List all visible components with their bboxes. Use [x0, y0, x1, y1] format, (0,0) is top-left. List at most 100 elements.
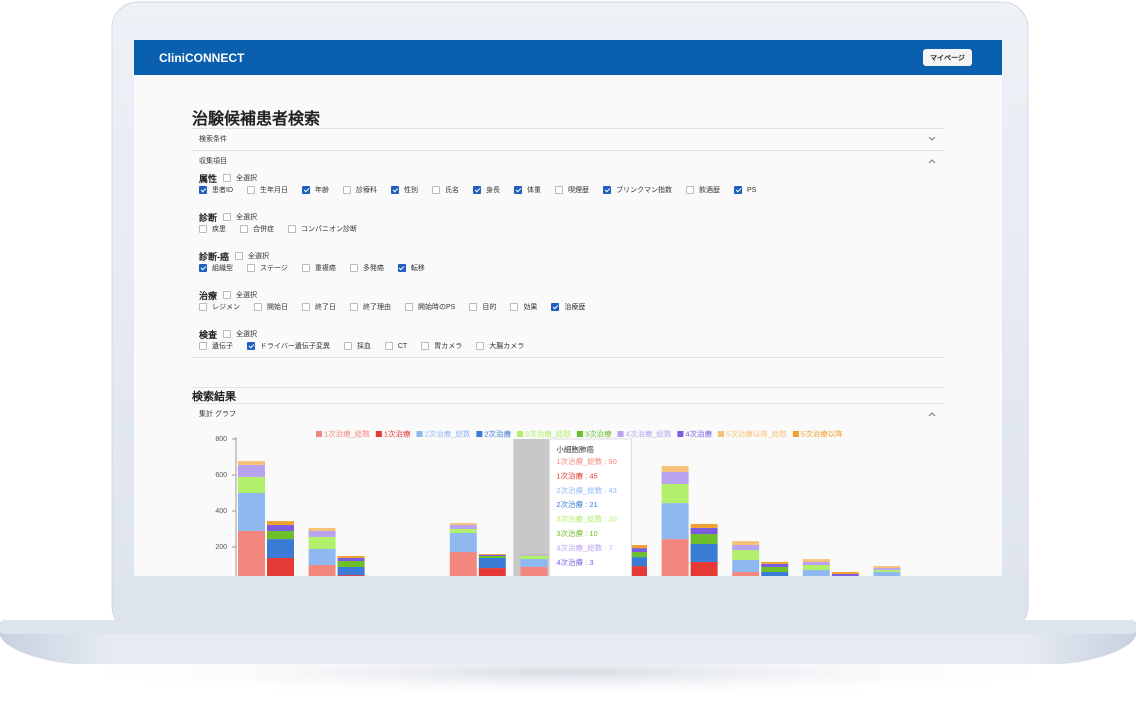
checkbox-label: 年齢 — [315, 187, 329, 194]
bar-segment — [661, 539, 689, 576]
bar-segment — [478, 557, 506, 569]
checkbox — [514, 186, 522, 194]
checkbox-item[interactable]: 生年月日 — [247, 185, 288, 195]
group-heading: 検査 — [199, 329, 218, 340]
checkbox-item[interactable]: 疾患 — [199, 224, 226, 234]
checkbox-item[interactable]: 多発癌 — [349, 263, 384, 273]
section-title: 収集項目 — [199, 158, 227, 165]
checkbox-label: 効果 — [523, 304, 538, 311]
checkbox-item[interactable]: 身長 — [473, 185, 500, 195]
checkbox-item[interactable]: 飲酒歴 — [686, 185, 720, 195]
checkbox-item[interactable]: 診療科 — [343, 185, 377, 195]
divider — [192, 150, 944, 151]
divider — [192, 357, 944, 358]
checkbox-group: 診断 全選択疾患 合併症 コンパニオン診断 — [199, 211, 371, 235]
checkbox — [349, 264, 358, 272]
checkbox-item[interactable]: レジメン — [199, 302, 240, 312]
select-all[interactable]: 全選択 — [223, 212, 257, 222]
checkbox-item[interactable]: ステージ — [247, 263, 288, 273]
checkbox-group: 診断-癌 全選択 組織型 ステージ 重複癌 多発癌 転移 — [199, 250, 439, 274]
bar-segment — [690, 543, 718, 562]
checkbox-item[interactable]: 終了理由 — [350, 302, 391, 312]
checkbox-label: 全選択 — [236, 175, 258, 182]
checkbox-label: 性別 — [404, 187, 418, 194]
bar-segment — [449, 552, 477, 576]
checkbox-item[interactable]: 氏名 — [432, 185, 459, 195]
checkbox-item[interactable]: 性別 — [391, 185, 418, 195]
checkbox-item[interactable]: コンパニオン診断 — [288, 224, 357, 234]
checkbox-item[interactable]: 大腸カメラ — [476, 341, 524, 351]
checkbox-item[interactable]: 合併症 — [240, 224, 274, 234]
chevron-up — [928, 412, 936, 417]
checkbox-item[interactable]: 組織型 — [199, 263, 233, 273]
legend-swatch — [416, 431, 423, 437]
item-row: 遺伝子 ドライバー遺伝子変異 採血 CT 胃カメラ 大腸カメラ — [199, 340, 538, 352]
checkbox-item[interactable]: 喫煙歴 — [555, 185, 589, 195]
checkbox-item[interactable]: ブリンクマン指数 — [603, 185, 672, 195]
bar-segment — [520, 559, 548, 567]
select-all[interactable]: 全選択 — [223, 173, 257, 183]
mypage-button[interactable]: マイページ — [923, 49, 972, 66]
checkbox-item[interactable]: 治療歴 — [551, 302, 585, 312]
checkbox — [476, 342, 485, 350]
group-heading: 診断 — [199, 212, 218, 223]
bar-segment — [873, 568, 901, 571]
bar-segment — [761, 561, 789, 564]
checkbox-item[interactable]: 目的 — [469, 302, 496, 312]
bar-segment — [267, 539, 294, 558]
tab-header[interactable]: 集計 グラフ — [192, 407, 944, 421]
checkbox-label: 転移 — [410, 265, 425, 272]
bar-segment — [308, 530, 336, 537]
section-header[interactable]: 検索条件 — [192, 132, 944, 146]
checkbox — [397, 264, 406, 272]
checkbox-label: PS — [747, 186, 757, 194]
checkbox-item[interactable]: 採血 — [343, 341, 371, 351]
divider — [192, 128, 944, 129]
checkbox — [391, 186, 399, 194]
checkbox — [686, 186, 694, 194]
checkbox-item[interactable]: 効果 — [510, 302, 537, 312]
legend-swatch — [316, 431, 322, 437]
bar-segment — [308, 536, 336, 549]
checkbox-item[interactable]: PS — [734, 186, 756, 194]
screen: CliniCONNECT マイページ 治験候補患者検索 検索条件 収集項目 属性… — [134, 40, 1002, 576]
checkbox-label: レジメン — [212, 304, 240, 311]
checkbox-item[interactable]: ドライバー遺伝子変異 — [247, 341, 330, 351]
legend-swatch — [792, 431, 799, 437]
checkbox — [350, 303, 358, 311]
bar-segment — [620, 552, 647, 558]
checkbox-label: ブリンクマン指数 — [616, 187, 672, 194]
bar-segment — [690, 534, 718, 544]
select-all[interactable]: 全選択 — [223, 329, 257, 339]
section-header[interactable]: 収集項目 — [192, 154, 944, 168]
legend-label: 2次治療_総数 — [425, 428, 471, 438]
checkbox-item[interactable]: 遺伝子 — [199, 341, 233, 351]
checkbox-label: 目的 — [482, 304, 497, 311]
checkbox-item[interactable]: 胃カメラ — [421, 341, 462, 351]
tooltip-line: 2次治療 : 21 — [556, 499, 597, 509]
checkbox — [555, 186, 563, 194]
checkbox-item[interactable]: 体重 — [514, 185, 541, 195]
checkbox-item[interactable]: 年齢 — [302, 185, 329, 195]
checkbox-item[interactable]: CT — [384, 342, 407, 350]
checkbox-item[interactable]: 開始時のPS — [405, 302, 455, 312]
checkbox — [551, 303, 560, 311]
checkbox-item[interactable]: 重複癌 — [301, 263, 336, 273]
checkbox-item[interactable]: 開始日 — [254, 302, 288, 312]
checkbox-label: 生年月日 — [260, 187, 288, 194]
checkbox-item[interactable]: 患者ID — [199, 185, 233, 195]
group-heading: 属性 — [199, 173, 218, 184]
checkbox — [288, 225, 296, 233]
select-all[interactable]: 全選択 — [235, 251, 269, 261]
bar-segment — [620, 566, 647, 576]
checkbox-item[interactable]: 終了日 — [302, 302, 336, 312]
group-heading: 治療 — [199, 290, 218, 301]
bar-segment — [478, 554, 506, 556]
bar-segment — [620, 548, 647, 553]
legend-label: 5次治療以降 — [801, 428, 843, 438]
bar-segment — [802, 570, 830, 576]
legend-label: 1次治療 — [384, 428, 411, 438]
select-all[interactable]: 全選択 — [223, 290, 257, 300]
checkbox-item[interactable]: 転移 — [397, 263, 425, 273]
checkbox — [235, 252, 243, 260]
